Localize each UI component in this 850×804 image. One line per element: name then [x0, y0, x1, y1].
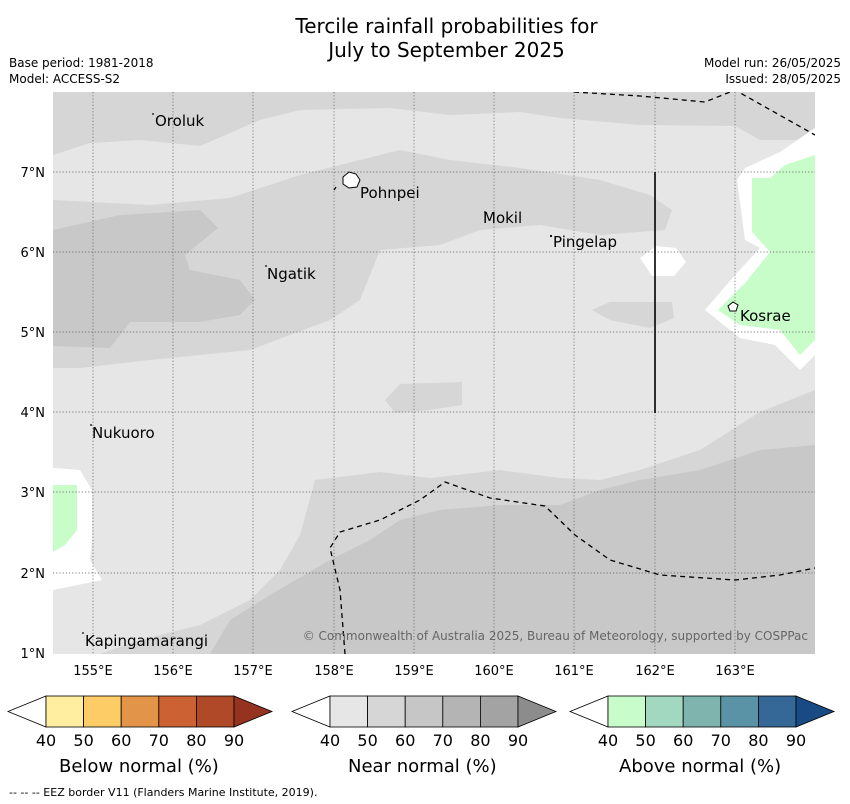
issued-date: Issued: 28/05/2025: [725, 72, 841, 86]
colorbar-cell: [479, 695, 519, 728]
map-panel: Oroluk Pohnpei Mokil Pingelap Ngatik Kos…: [53, 92, 815, 654]
lon-label: 160°E: [474, 664, 514, 679]
lon-label: 157°E: [233, 664, 273, 679]
place-label: Pingelap: [553, 233, 617, 251]
atoll-markers: [82, 113, 553, 634]
colorbar-cell: [367, 695, 406, 728]
lon-label: 161°E: [554, 664, 594, 679]
colorbar-cell: [45, 695, 84, 728]
colorbar-cell: [83, 695, 122, 728]
colorbar-cell: [645, 695, 684, 728]
near-normal-50-region: [592, 302, 674, 328]
lat-label: 3°N: [21, 486, 46, 501]
lat-label: 5°N: [21, 326, 46, 341]
lon-label: 163°E: [715, 664, 755, 679]
place-label: Nukuoro: [92, 424, 155, 442]
colorbar-above-normal: 40 50 60 70 80 90: [568, 695, 836, 750]
near-normal-50-region: [385, 382, 462, 413]
colorbar-below-normal: 40 50 60 70 80 90: [6, 695, 274, 750]
colorbar-tick-label: 60: [673, 731, 693, 750]
colorbar-tick-label: 80: [186, 731, 206, 750]
pohnpei-island: [342, 171, 361, 189]
meta-left: Base period: 1981-2018 Model: ACCESS-S2: [9, 55, 154, 87]
colorbar-tick-label: 70: [433, 731, 453, 750]
eez-footnote: -- -- -- EEZ border V11 (Flanders Marine…: [9, 786, 318, 799]
colorbar-tick-label: 80: [748, 731, 768, 750]
near-normal-50-region: [53, 92, 815, 155]
lon-label: 162°E: [635, 664, 675, 679]
above-normal-40-region: [718, 155, 815, 355]
lon-label: 155°E: [73, 664, 113, 679]
near-normal-60-region: [210, 445, 815, 654]
colorbar-tick-label: 80: [470, 731, 490, 750]
colorbar-cell: [682, 695, 722, 728]
colorbar-tick-label: 90: [786, 731, 806, 750]
colorbar-tick-label: 70: [711, 731, 731, 750]
colorbar-extend-high: [233, 695, 274, 728]
near-normal-60-region: [53, 210, 255, 348]
white-blob: [640, 246, 686, 276]
chart-title: Tercile rainfall probabilities for July …: [0, 14, 850, 62]
lon-label: 156°E: [153, 664, 193, 679]
title-line-1: Tercile rainfall probabilities for: [295, 14, 598, 38]
title-line-2: July to September 2025: [328, 38, 565, 62]
colorbar-title-near: Near normal (%): [348, 756, 497, 777]
lat-label: 4°N: [21, 406, 46, 421]
place-label: Mokil: [483, 209, 522, 227]
lat-label: 6°N: [21, 246, 46, 261]
colorbar-cell: [442, 695, 481, 728]
gridlines: [53, 92, 815, 654]
colorbar-tick-label: 50: [73, 731, 93, 750]
colorbar-near-normal: 40 50 60 70 80 90: [290, 695, 558, 750]
colorbar-tick-label: 40: [598, 731, 618, 750]
colorbar-cell: [329, 695, 368, 728]
colorbar-cell: [758, 695, 797, 728]
place-label: Pohnpei: [360, 184, 420, 202]
colorbar-extend-high: [795, 695, 836, 728]
colorbar-extend-high: [517, 695, 558, 728]
place-label: Kosrae: [740, 307, 791, 325]
colorbar-cell: [720, 695, 759, 728]
place-label: Oroluk: [155, 112, 204, 130]
colorbar-cell: [158, 695, 197, 728]
colorbar-extend-low: [290, 695, 331, 728]
meta-right: Model run: 26/05/2025 Issued: 28/05/2025: [704, 55, 841, 87]
lat-label: 1°N: [21, 647, 46, 662]
colorbar-extend-low: [568, 695, 609, 728]
colorbar-tick-label: 90: [508, 731, 528, 750]
colorbar-cell: [607, 695, 646, 728]
base-period: Base period: 1981-2018: [9, 56, 154, 70]
colorbar-tick-label: 40: [320, 731, 340, 750]
colorbar-tick-label: 60: [111, 731, 131, 750]
lon-label: 159°E: [394, 664, 434, 679]
colorbar-cell: [404, 695, 444, 728]
colorbar-tick-label: 50: [357, 731, 377, 750]
eez-borders: [329, 92, 815, 654]
model-run: Model run: 26/05/2025: [703, 56, 841, 70]
place-label: Ngatik: [267, 265, 316, 283]
copyright-notice: © Commonwealth of Australia 2025, Bureau…: [303, 629, 808, 643]
model-name: Model: ACCESS-S2: [9, 72, 121, 86]
lat-label: 7°N: [21, 166, 46, 181]
lat-label: 2°N: [21, 567, 46, 582]
above-normal-40-region: [53, 485, 77, 552]
place-label: Kapingamarangi: [85, 632, 208, 650]
colorbar-tick-label: 50: [635, 731, 655, 750]
colorbar-extend-low: [6, 695, 47, 728]
colorbar-title-below: Below normal (%): [59, 756, 219, 777]
kosrae-island: [727, 301, 739, 312]
colorbar-tick-label: 90: [224, 731, 244, 750]
colorbar-title-above: Above normal (%): [619, 756, 782, 777]
colorbar-tick-label: 70: [149, 731, 169, 750]
colorbar-cell: [120, 695, 160, 728]
colorbar-tick-label: 40: [36, 731, 56, 750]
colorbar-cell: [195, 695, 235, 728]
colorbar-tick-label: 60: [395, 731, 415, 750]
lon-label: 158°E: [314, 664, 354, 679]
